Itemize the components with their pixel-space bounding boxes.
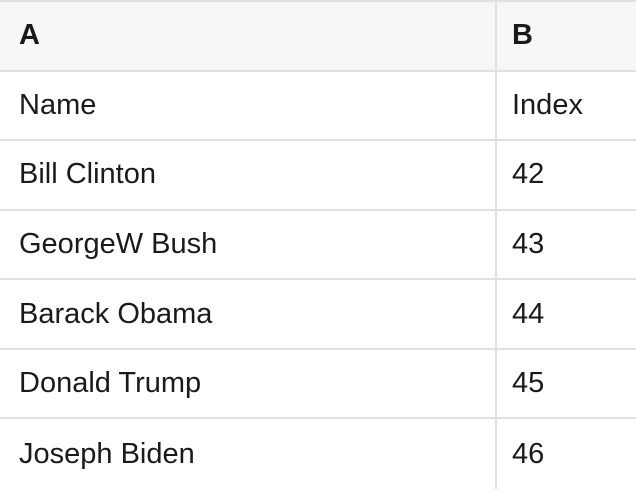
- table-row: Name Index: [0, 71, 636, 142]
- table-row: GeorgeW Bush 43: [0, 210, 636, 281]
- table-row: Barack Obama 44: [0, 280, 636, 350]
- cell-index[interactable]: 43: [512, 227, 545, 260]
- cell-index-label[interactable]: Index: [512, 88, 583, 121]
- cell-index[interactable]: 45: [512, 367, 545, 400]
- cell-index[interactable]: 42: [512, 158, 545, 191]
- column-header-row: A B: [0, 2, 636, 72]
- cell-name-label[interactable]: Name: [0, 71, 497, 140]
- cell-index[interactable]: 44: [512, 297, 545, 330]
- cell-name[interactable]: Donald Trump: [0, 349, 497, 418]
- column-header-b[interactable]: B: [512, 19, 533, 52]
- cell-name[interactable]: Barack Obama: [0, 280, 497, 348]
- cell-name[interactable]: Joseph Biden: [0, 419, 497, 489]
- cell-index[interactable]: 46: [512, 437, 545, 470]
- cell-name[interactable]: Bill Clinton: [0, 141, 497, 209]
- table-row: Bill Clinton 42: [0, 141, 636, 211]
- table-row: Donald Trump 45: [0, 349, 636, 420]
- column-header-a[interactable]: A: [0, 2, 497, 70]
- table-row: Joseph Biden 46: [0, 419, 636, 489]
- cell-name[interactable]: GeorgeW Bush: [0, 210, 497, 279]
